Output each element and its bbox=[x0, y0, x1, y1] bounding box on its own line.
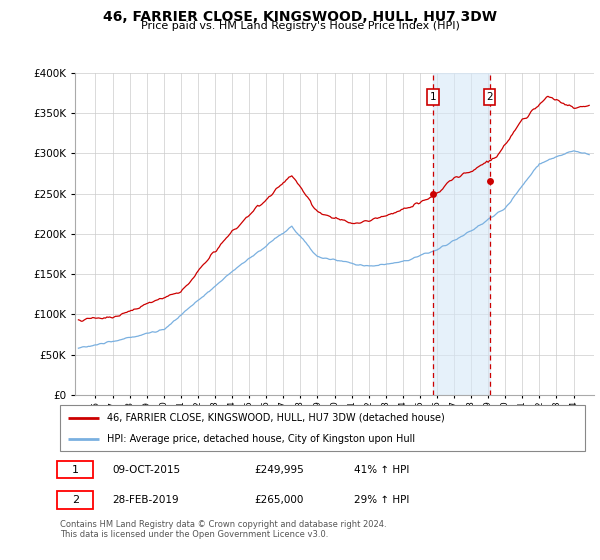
Text: 41% ↑ HPI: 41% ↑ HPI bbox=[354, 465, 409, 474]
Text: 1: 1 bbox=[430, 92, 436, 102]
FancyBboxPatch shape bbox=[58, 461, 93, 478]
Text: £265,000: £265,000 bbox=[254, 494, 304, 505]
Text: 46, FARRIER CLOSE, KINGSWOOD, HULL, HU7 3DW: 46, FARRIER CLOSE, KINGSWOOD, HULL, HU7 … bbox=[103, 10, 497, 24]
Text: 2: 2 bbox=[486, 92, 493, 102]
Text: 46, FARRIER CLOSE, KINGSWOOD, HULL, HU7 3DW (detached house): 46, FARRIER CLOSE, KINGSWOOD, HULL, HU7 … bbox=[107, 413, 445, 423]
Text: £249,995: £249,995 bbox=[254, 465, 304, 474]
FancyBboxPatch shape bbox=[58, 491, 93, 508]
Text: 28-FEB-2019: 28-FEB-2019 bbox=[113, 494, 179, 505]
Text: 09-OCT-2015: 09-OCT-2015 bbox=[113, 465, 181, 474]
Bar bbox=[433, 73, 490, 395]
Text: 29% ↑ HPI: 29% ↑ HPI bbox=[354, 494, 409, 505]
Text: HPI: Average price, detached house, City of Kingston upon Hull: HPI: Average price, detached house, City… bbox=[107, 435, 415, 444]
Text: 1: 1 bbox=[72, 465, 79, 474]
Text: Price paid vs. HM Land Registry's House Price Index (HPI): Price paid vs. HM Land Registry's House … bbox=[140, 21, 460, 31]
Text: 2: 2 bbox=[71, 494, 79, 505]
FancyBboxPatch shape bbox=[60, 405, 585, 451]
Text: Contains HM Land Registry data © Crown copyright and database right 2024.
This d: Contains HM Land Registry data © Crown c… bbox=[60, 520, 386, 539]
